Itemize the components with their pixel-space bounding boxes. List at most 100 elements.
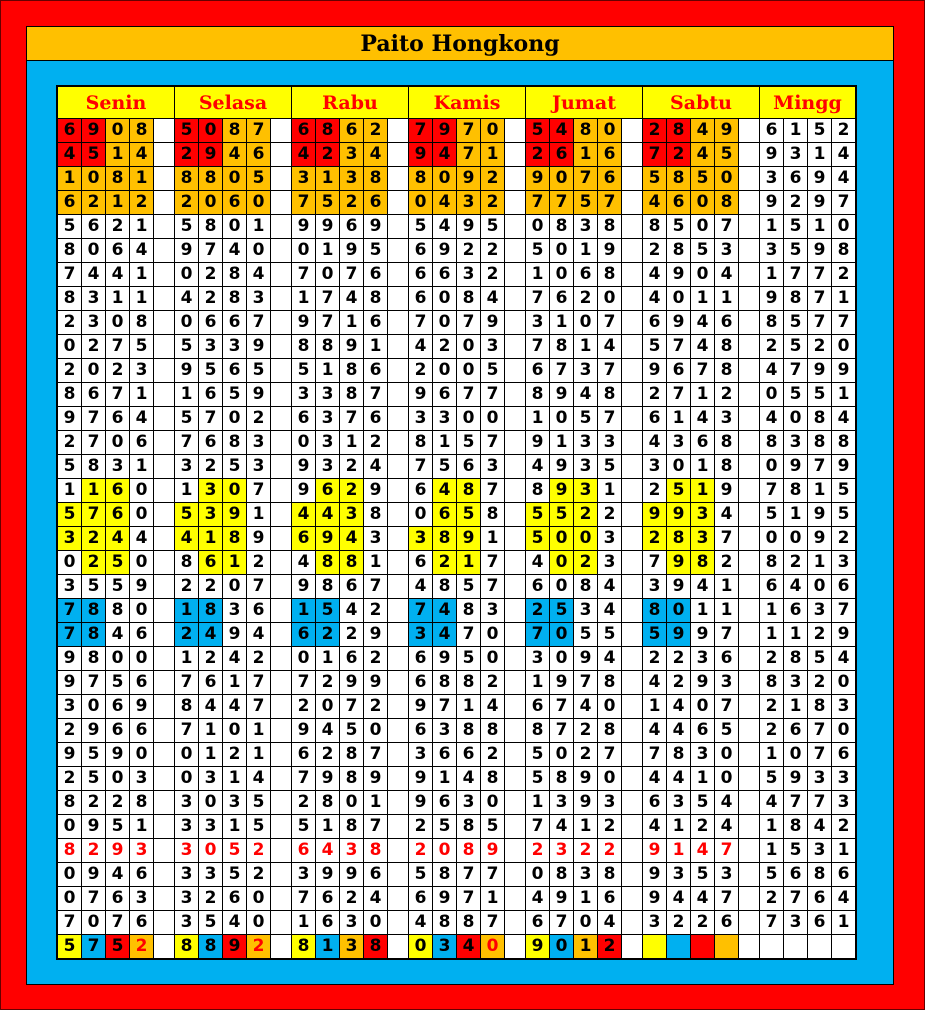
page-title: Paito Hongkong xyxy=(26,26,894,61)
digit-cell: 1 xyxy=(246,718,271,743)
digit-cell: 4 xyxy=(105,622,130,647)
digit-cell: 0 xyxy=(129,550,154,575)
digit-cell: 7 xyxy=(597,742,622,767)
digit-cell: 3 xyxy=(807,766,832,791)
digit-cell: 0 xyxy=(666,598,691,623)
digit-cell: 3 xyxy=(291,862,316,887)
digit-cell: 3 xyxy=(597,430,622,455)
digit-cell: 0 xyxy=(549,646,574,671)
digit-cell: 6 xyxy=(783,598,808,623)
digit-cell: 2 xyxy=(81,790,106,815)
digit-cell: 7 xyxy=(480,478,505,503)
digit-cell: 0 xyxy=(690,190,715,215)
digit-cell: 9 xyxy=(432,238,457,263)
digit-cell: 3 xyxy=(222,334,247,359)
digit-cell: 9 xyxy=(246,382,271,407)
digit-cell: 3 xyxy=(525,646,550,671)
digit-cell: 4 xyxy=(597,598,622,623)
digit-cell: 8 xyxy=(315,334,340,359)
digit-cell: 7 xyxy=(105,910,130,935)
digit-cell: 1 xyxy=(690,286,715,311)
spacer-cell xyxy=(738,574,760,599)
digit-cell: 9 xyxy=(525,430,550,455)
digit-cell: 5 xyxy=(525,238,550,263)
spacer-cell xyxy=(621,622,643,647)
spacer-cell xyxy=(270,238,292,263)
digit-cell: 2 xyxy=(291,694,316,719)
digit-cell: 2 xyxy=(666,910,691,935)
digit-cell: 6 xyxy=(291,838,316,863)
digit-cell: 6 xyxy=(339,214,364,239)
spacer-cell xyxy=(387,622,409,647)
digit-cell: 8 xyxy=(339,358,364,383)
digit-cell: 4 xyxy=(363,142,388,167)
digit-cell: 1 xyxy=(456,694,481,719)
digit-cell: 0 xyxy=(759,526,784,551)
digit-cell: 2 xyxy=(56,310,82,335)
digit-cell: 9 xyxy=(105,838,130,863)
spacer-cell xyxy=(387,790,409,815)
spacer-cell xyxy=(270,478,292,503)
spacer-cell xyxy=(270,214,292,239)
spacer-cell xyxy=(738,502,760,527)
spacer-cell xyxy=(153,670,175,695)
digit-cell: 8 xyxy=(432,670,457,695)
digit-cell: 5 xyxy=(597,622,622,647)
digit-cell: 4 xyxy=(831,406,857,431)
digit-cell: 0 xyxy=(105,766,130,791)
digit-cell: 2 xyxy=(363,694,388,719)
digit-cell: 3 xyxy=(339,838,364,863)
digit-cell: 4 xyxy=(222,142,247,167)
digit-cell: 8 xyxy=(456,814,481,839)
digit-cell: 8 xyxy=(480,502,505,527)
digit-cell: 9 xyxy=(807,238,832,263)
digit-cell: 4 xyxy=(480,694,505,719)
digit-cell: 7 xyxy=(642,550,667,575)
digit-cell: 0 xyxy=(408,934,433,960)
digit-cell: 5 xyxy=(549,598,574,623)
spacer-cell xyxy=(504,694,526,719)
digit-cell: 4 xyxy=(480,286,505,311)
digit-cell: 7 xyxy=(549,358,574,383)
digit-cell: 2 xyxy=(690,814,715,839)
digit-cell: 0 xyxy=(480,622,505,647)
digit-cell: 8 xyxy=(81,622,106,647)
digit-cell: 2 xyxy=(81,334,106,359)
digit-cell: 6 xyxy=(246,598,271,623)
digit-cell: 1 xyxy=(129,814,154,839)
digit-cell: 1 xyxy=(759,814,784,839)
day-header-rabu: Rabu xyxy=(291,85,409,119)
digit-cell: 0 xyxy=(597,118,622,143)
digit-cell: 9 xyxy=(315,214,340,239)
digit-cell: 9 xyxy=(642,838,667,863)
digit-cell: 9 xyxy=(222,502,247,527)
spacer-cell xyxy=(387,862,409,887)
spacer-cell xyxy=(387,694,409,719)
spacer-cell xyxy=(270,934,292,960)
spacer-cell xyxy=(504,502,526,527)
digit-cell xyxy=(807,934,832,960)
digit-cell: 5 xyxy=(831,502,857,527)
digit-cell: 3 xyxy=(831,694,857,719)
digit-cell: 8 xyxy=(222,118,247,143)
digit-cell: 5 xyxy=(525,502,550,527)
digit-cell: 5 xyxy=(246,166,271,191)
digit-cell: 8 xyxy=(363,934,388,960)
digit-cell: 8 xyxy=(573,118,598,143)
digit-cell: 8 xyxy=(198,934,223,960)
spacer-cell xyxy=(153,886,175,911)
digit-cell: 9 xyxy=(339,862,364,887)
digit-cell: 3 xyxy=(783,670,808,695)
digit-cell: 3 xyxy=(714,862,739,887)
digit-cell: 8 xyxy=(807,430,832,455)
digit-cell: 1 xyxy=(222,550,247,575)
digit-cell: 5 xyxy=(525,526,550,551)
digit-cell: 3 xyxy=(480,454,505,479)
digit-cell: 2 xyxy=(105,214,130,239)
digit-cell: 7 xyxy=(291,670,316,695)
digit-cell: 8 xyxy=(759,310,784,335)
spacer-cell xyxy=(738,910,760,935)
digit-cell: 7 xyxy=(549,190,574,215)
